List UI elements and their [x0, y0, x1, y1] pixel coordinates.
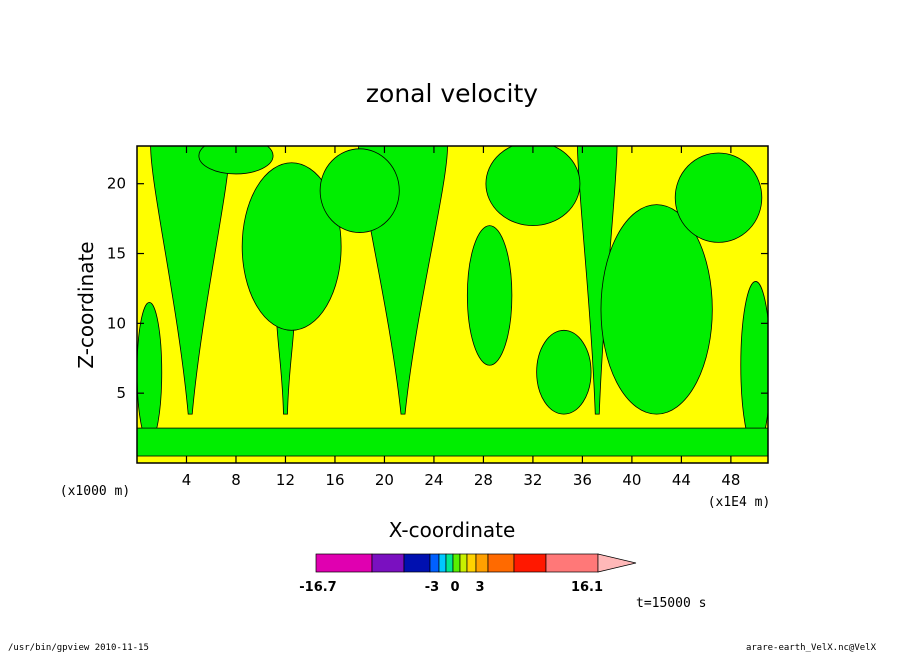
y-tick-label: 20 [107, 175, 126, 193]
colorbar-swatch [445, 553, 454, 573]
x-tick-label: 16 [325, 471, 344, 489]
plot-area [136, 145, 769, 464]
colorbar-label-max: 16.1 [571, 580, 603, 595]
green-region-blob [740, 281, 768, 450]
x-tick-label: 28 [474, 471, 493, 489]
x-tick-label: 40 [622, 471, 641, 489]
colorbar-max-arrow [597, 553, 637, 573]
x-tick-label: 4 [182, 471, 192, 489]
green-region-blob [198, 146, 274, 175]
colorbar-label-3: 3 [475, 580, 484, 595]
x-tick-label: 20 [375, 471, 394, 489]
y-tick-label: 15 [107, 245, 126, 263]
colorbar-swatch [475, 553, 489, 573]
x-tick-label: 44 [672, 471, 691, 489]
x-tick-label: 32 [523, 471, 542, 489]
colorbar-swatch [466, 553, 477, 573]
green-region-blob [536, 329, 592, 415]
time-label: t=15000 s [636, 596, 706, 611]
green-region-blob [241, 162, 342, 331]
x-tick-label: 48 [721, 471, 740, 489]
green-region-blob [466, 225, 513, 366]
colorbar-swatch [315, 553, 373, 573]
chart-title: zonal velocity [366, 79, 538, 108]
green-region-blob [674, 152, 763, 243]
colorbar-swatch [487, 553, 515, 573]
colorbar-swatch [438, 553, 447, 573]
y-axis: 5 10 15 20 [107, 175, 768, 402]
colorbar-swatch [513, 553, 547, 573]
colorbar-swatch [403, 553, 431, 573]
colorbar-label-min: -16.7 [299, 580, 336, 595]
green-region-blob [319, 148, 400, 233]
green-region-blob [600, 204, 713, 415]
colorbar-swatch [545, 553, 599, 573]
x-tick-label: 24 [424, 471, 443, 489]
colorbar-label-neg3: -3 [425, 580, 439, 595]
plot-frame [136, 145, 769, 464]
green-region-blob [485, 146, 581, 226]
colorbar-swatch [371, 553, 405, 573]
x-tick-label: 12 [276, 471, 295, 489]
green-field [137, 146, 768, 457]
colorbar-swatch [452, 553, 461, 573]
y-tick-label: 10 [107, 314, 126, 332]
x-tick-label: 36 [573, 471, 592, 489]
green-region-column [150, 146, 231, 415]
x-axis: 4 8 12 16 20 24 28 32 36 40 44 48 [182, 146, 740, 489]
colorbar-label-zero: 0 [450, 580, 459, 595]
x-unit-right: (x1E4 m) [708, 495, 771, 510]
colorbar-swatch [429, 553, 440, 573]
footer-left: /usr/bin/gpview 2010-11-15 [8, 643, 149, 653]
colorbar-swatch [459, 553, 468, 573]
footer-right: arare-earth_VelX.nc@VelX [745, 643, 876, 653]
green-region-band [137, 427, 768, 457]
x-tick-label: 8 [231, 471, 241, 489]
y-tick-label: 5 [116, 384, 126, 402]
x-axis-title: X-coordinate [389, 518, 516, 542]
x-unit-left: (x1000 m) [60, 484, 130, 499]
colorbar [315, 553, 637, 573]
y-axis-title: Z-coordinate [74, 241, 98, 368]
